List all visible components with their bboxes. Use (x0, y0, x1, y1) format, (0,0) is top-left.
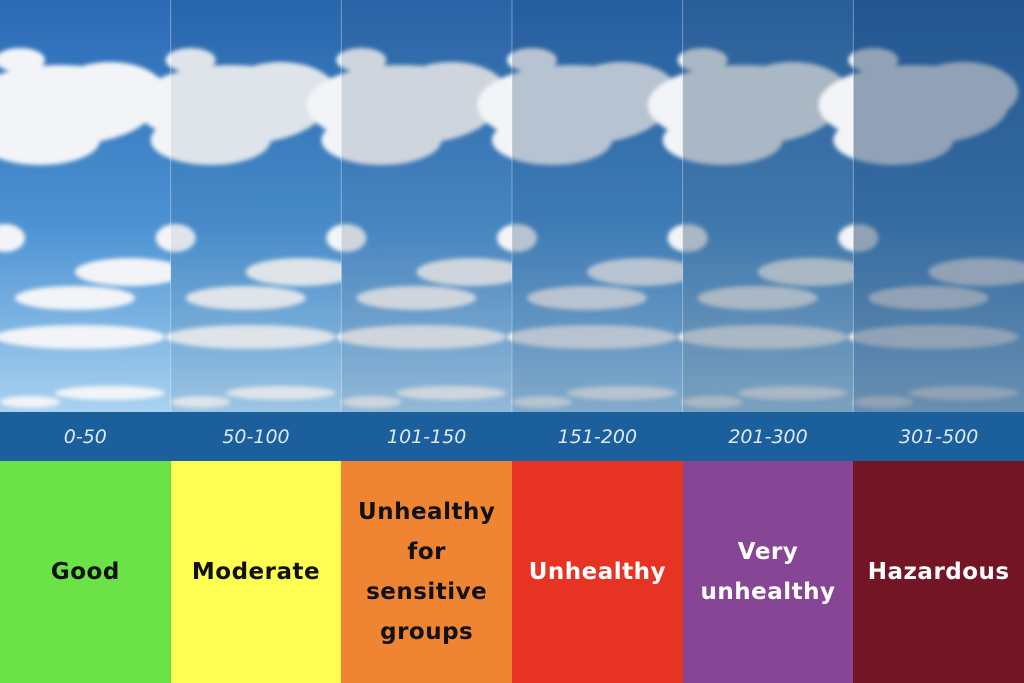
range-label: 101-150 (386, 425, 467, 448)
sky-panel (818, 0, 1024, 412)
sky-panel (136, 0, 356, 412)
category-label: Very unhealthy (682, 461, 854, 683)
sky-panel (477, 0, 697, 412)
range-band: 0-50 50-100 101-150 151-200 201-300 301-500 (0, 412, 1024, 461)
category-label: Unhealthy (512, 461, 683, 683)
range-label: 301-500 (899, 425, 979, 448)
range-label: 151-200 (557, 425, 638, 448)
sky-panel (0, 0, 185, 412)
range-label: 201-300 (728, 425, 808, 448)
sky-panel (306, 0, 526, 412)
range-label: 50-100 (222, 425, 290, 448)
category-label: Hazardous (853, 461, 1024, 683)
category-label: Moderate (170, 461, 342, 683)
range-label: 0-50 (63, 425, 107, 448)
sky-panel (648, 0, 868, 412)
category-blocks: Good Moderate Unhealthy for sensitive grou… (0, 461, 1024, 683)
category-label: Unhealthy for sensitive groups (341, 461, 513, 683)
sky-panels (0, 0, 1024, 412)
category-label: Good (0, 461, 171, 683)
